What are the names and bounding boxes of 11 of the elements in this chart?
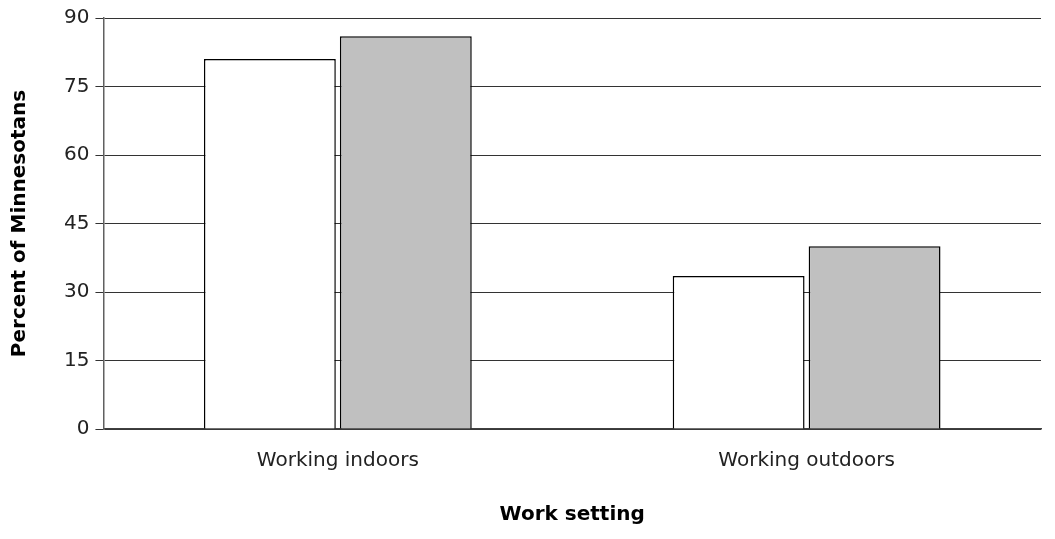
y-tick-label: 0 [76, 415, 90, 440]
y-axis-title: Percent of Minnesotans [6, 89, 31, 358]
y-tick-label: 45 [64, 209, 90, 234]
y-tick-label: 60 [64, 141, 90, 166]
y-tick-label: 90 [64, 4, 90, 29]
x-tick-label: Working indoors [256, 447, 419, 472]
y-tick-label: 75 [64, 72, 90, 97]
y-tick-label: 30 [64, 278, 90, 303]
y-tick-label: 15 [64, 346, 90, 371]
x-tick-label: Working outdoors [718, 447, 895, 472]
x-axis-title: Work setting [499, 501, 645, 526]
